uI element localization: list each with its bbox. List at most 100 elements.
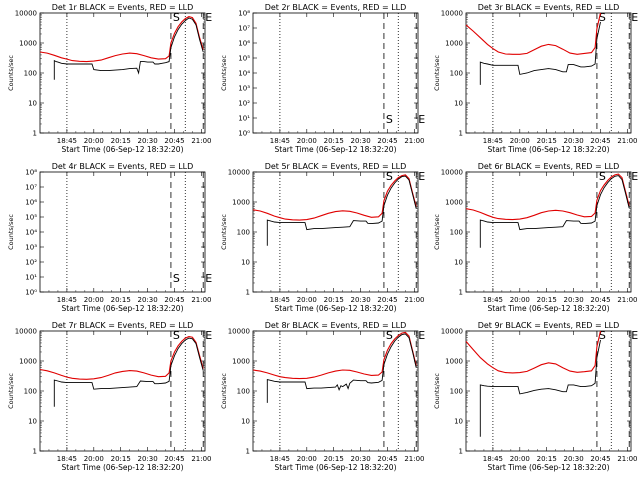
x-tick-label: 18:45 xyxy=(270,455,290,463)
x-tick-label: 20:00 xyxy=(84,455,104,463)
x-tick-label: 20:45 xyxy=(164,455,184,463)
y-tick-label: 1 xyxy=(459,289,463,297)
marker-label: E xyxy=(631,329,638,342)
chart-panel: Det 9r BLACK = Events, RED = LLD 1 10 100 10… xyxy=(433,321,638,472)
panel-title: Det 9r BLACK = Events, RED = LLD xyxy=(478,321,620,330)
event-rate-line xyxy=(479,175,630,248)
x-tick-label: 20:00 xyxy=(297,455,317,463)
x-tick-label: 20:30 xyxy=(351,455,371,463)
lld-rate-line xyxy=(465,330,602,374)
y-tick-label: 1000 xyxy=(19,40,37,48)
y-tick-label: 10000 xyxy=(15,328,37,336)
x-tick-label: 21:00 xyxy=(617,137,637,145)
y-tick-label: 10000 xyxy=(228,169,250,177)
y-tick-label: 100 xyxy=(450,70,463,78)
plot-frame xyxy=(465,171,632,293)
panel-title: Det 1r BLACK = Events, RED = LLD xyxy=(52,3,194,12)
x-tick-label: 18:45 xyxy=(270,137,290,145)
panel-title: Det 4r BLACK = Events, RED = LLD xyxy=(52,162,194,171)
y-axis-label: Counts/sec xyxy=(220,214,228,250)
plot-frame xyxy=(252,171,419,293)
chart-panel: Det 2r BLACK = Events, RED = LLD 10⁰ 10¹ 10… xyxy=(220,3,425,154)
marker-label: E xyxy=(418,329,425,342)
marker-label: S xyxy=(386,113,393,126)
chart-panel: Det 1r BLACK = Events, RED = LLD 1 10 100 10… xyxy=(7,3,212,154)
y-tick-label: 10⁷ xyxy=(238,25,250,33)
marker-label: S xyxy=(599,170,606,183)
y-tick-label: 10⁸ xyxy=(25,169,37,177)
x-tick-label: 20:45 xyxy=(377,137,397,145)
x-tick-label: 21:00 xyxy=(404,455,424,463)
x-tick-label: 20:00 xyxy=(297,137,317,145)
x-tick-label: 18:45 xyxy=(57,137,77,145)
y-tick-label: 10000 xyxy=(441,328,463,336)
y-tick-label: 10¹ xyxy=(25,274,37,282)
x-tick-label: 21:00 xyxy=(191,137,211,145)
y-tick-label: 1000 xyxy=(232,199,250,207)
x-tick-label: 20:00 xyxy=(510,137,530,145)
y-tick-label: 1 xyxy=(246,448,250,456)
x-tick-label: 20:00 xyxy=(510,296,530,304)
plot-frame xyxy=(39,12,206,134)
chart-panel: Det 7r BLACK = Events, RED = LLD 1 10 100 10… xyxy=(7,321,212,472)
y-tick-label: 10³ xyxy=(25,244,37,252)
event-rate-line xyxy=(53,17,204,80)
marker-label: E xyxy=(631,170,638,183)
x-tick-label: 20:45 xyxy=(164,137,184,145)
x-axis-label: Start Time (06-Sep-12 18:32:20) xyxy=(488,463,610,472)
y-tick-label: 1 xyxy=(33,448,37,456)
lld-rate-line xyxy=(465,173,630,221)
lld-rate-line xyxy=(252,174,417,221)
y-axis-label: Counts/sec xyxy=(7,373,15,409)
x-tick-label: 20:15 xyxy=(324,296,344,304)
chart-panel: Det 3r BLACK = Events, RED = LLD 1 10 100 10… xyxy=(433,3,638,154)
x-axis-label: Start Time (06-Sep-12 18:32:20) xyxy=(275,145,397,154)
x-axis-label: Start Time (06-Sep-12 18:32:20) xyxy=(62,145,184,154)
y-axis-label: Counts/sec xyxy=(7,214,15,250)
x-tick-label: 20:15 xyxy=(537,455,557,463)
lld-rate-line xyxy=(39,336,204,380)
x-tick-label: 20:30 xyxy=(564,455,584,463)
y-tick-label: 10⁷ xyxy=(25,184,37,192)
y-tick-label: 10000 xyxy=(228,328,250,336)
y-tick-label: 10⁶ xyxy=(238,40,250,48)
y-tick-label: 10000 xyxy=(441,169,463,177)
y-axis-label: Counts/sec xyxy=(433,373,441,409)
y-tick-label: 10⁵ xyxy=(25,214,37,222)
panel-title: Det 2r BLACK = Events, RED = LLD xyxy=(265,3,407,12)
y-tick-label: 10⁸ xyxy=(238,10,250,18)
plot-frame xyxy=(39,330,206,452)
y-tick-label: 10⁰ xyxy=(238,130,250,138)
y-tick-label: 10² xyxy=(238,100,250,108)
chart-panel: Det 4r BLACK = Events, RED = LLD 10⁰ 10¹ 10… xyxy=(7,162,212,313)
x-tick-label: 20:15 xyxy=(111,296,131,304)
x-tick-label: 20:45 xyxy=(590,455,610,463)
x-tick-label: 21:00 xyxy=(191,455,211,463)
y-axis-label: Counts/sec xyxy=(220,55,228,91)
x-tick-label: 21:00 xyxy=(404,296,424,304)
x-tick-label: 20:30 xyxy=(351,137,371,145)
event-rate-line xyxy=(53,337,204,407)
x-axis-label: Start Time (06-Sep-12 18:32:20) xyxy=(275,304,397,313)
plot-frame xyxy=(465,12,632,134)
y-tick-label: 100 xyxy=(24,70,37,78)
marker-label: S xyxy=(386,170,393,183)
y-tick-label: 10 xyxy=(241,418,250,426)
x-tick-label: 20:45 xyxy=(590,296,610,304)
chart-panel: Det 8r BLACK = Events, RED = LLD 1 10 100 10… xyxy=(220,321,425,472)
y-tick-label: 10³ xyxy=(238,85,250,93)
y-tick-label: 1000 xyxy=(445,199,463,207)
marker-label: S xyxy=(173,329,180,342)
x-axis-label: Start Time (06-Sep-12 18:32:20) xyxy=(488,304,610,313)
x-tick-label: 21:00 xyxy=(617,296,637,304)
x-tick-label: 18:45 xyxy=(483,296,503,304)
x-tick-label: 20:00 xyxy=(84,137,104,145)
y-tick-label: 1000 xyxy=(445,40,463,48)
x-tick-label: 20:30 xyxy=(564,137,584,145)
event-rate-line xyxy=(266,175,417,246)
lld-rate-line xyxy=(465,12,602,55)
x-tick-label: 18:45 xyxy=(57,455,77,463)
x-tick-label: 20:45 xyxy=(377,455,397,463)
plot-frame xyxy=(252,12,419,134)
